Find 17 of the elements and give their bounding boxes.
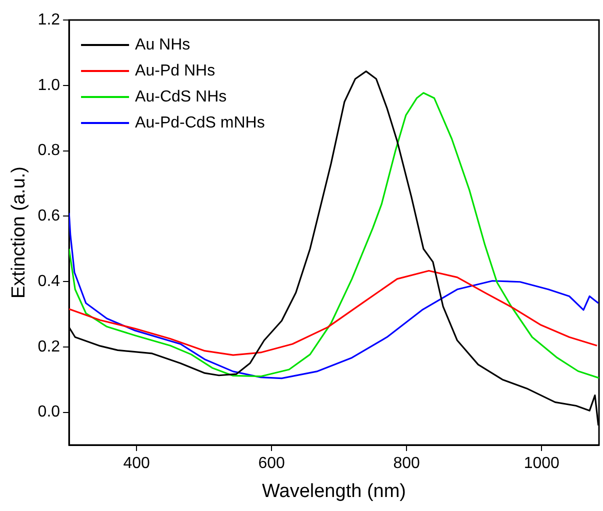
x-tick-label: 600 — [258, 455, 286, 472]
legend-label: Au NHs — [135, 36, 190, 54]
legend-label: Au-Pd NHs — [135, 62, 216, 80]
legend-label: Au-CdS NHs — [135, 88, 227, 106]
y-tick-label: 0.4 — [38, 272, 60, 290]
y-tick-label: 0.6 — [38, 208, 60, 225]
x-axis-title: Wavelength (nm) — [262, 480, 406, 502]
x-tick-label: 1000 — [524, 455, 560, 472]
y-tick-label: 1.0 — [38, 76, 60, 94]
y-tick-label: 0.0 — [38, 404, 60, 421]
x-tick-label: 400 — [123, 455, 150, 472]
y-axis-title: Extinction (a.u.) — [8, 166, 30, 298]
legend-label: Au-Pd-CdS mNHs — [135, 114, 265, 132]
y-tick-label: 0.8 — [38, 142, 60, 160]
y-tick-label: 1.2 — [38, 11, 60, 28]
x-tick-label: 800 — [393, 455, 420, 472]
y-tick-label: 0.2 — [38, 338, 60, 356]
